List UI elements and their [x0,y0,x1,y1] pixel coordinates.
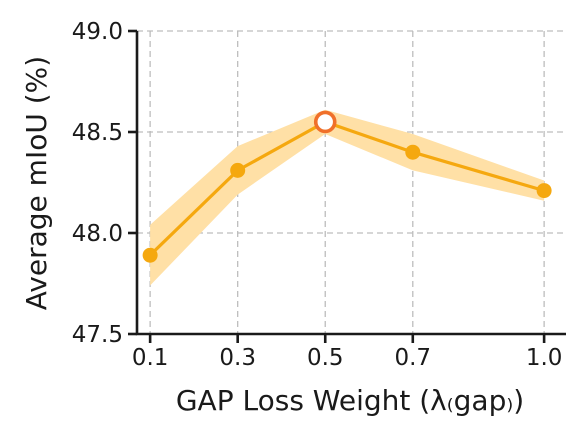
data-point-4 [536,183,552,199]
y-tick-label-1: 48.0 [72,221,123,247]
x-tick-label-4: 1.0 [526,345,563,371]
band-layer [150,109,545,286]
data-point-1 [230,162,246,178]
axes-layer [135,31,566,336]
data-point-0 [142,247,158,263]
ticks-layer: 47.5 48.0 48.5 49.0 0.1 0.3 0.5 0.7 1.0 [72,19,563,371]
data-point-3 [405,144,421,160]
x-tick-label-0: 0.1 [132,345,169,371]
x-tick-label-2: 0.5 [307,345,344,371]
x-tick-label-1: 0.3 [219,345,256,371]
y-axis-label: Average mIoU (%) [20,56,53,310]
x-tick-label-3: 0.7 [394,345,431,371]
series-layer [142,110,552,263]
y-tick-label-3: 49.0 [72,19,123,45]
confidence-band [150,109,545,286]
x-axis-label: GAP Loss Weight (λ₍gap₎) [176,384,524,417]
highlight-point [313,110,337,134]
y-tick-label-0: 47.5 [72,322,123,348]
y-tick-label-2: 48.5 [72,120,123,146]
